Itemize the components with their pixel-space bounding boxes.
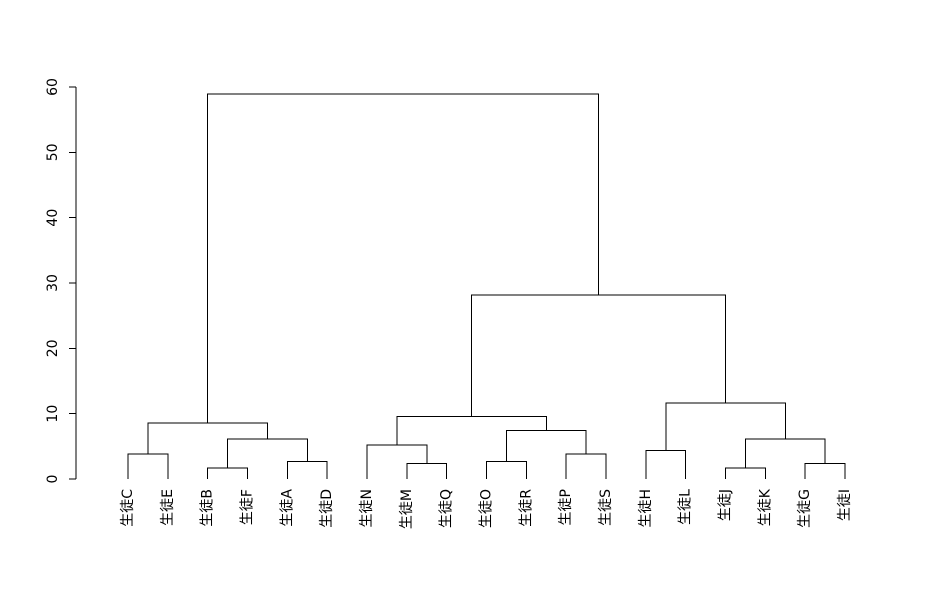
y-tick-label: 20: [45, 339, 61, 357]
leaf-label: 生徒M: [399, 489, 415, 529]
leaf-label: 生徒R: [518, 489, 534, 527]
leaf-label: 生徒O: [479, 489, 495, 528]
leaf-label: 生徒L: [678, 489, 694, 525]
leaf-label: 生徒E: [160, 489, 176, 526]
dendrogram-branch: [286, 460, 328, 479]
leaf-labels: 生徒C 生徒E 生徒B 生徒F 生徒A 生徒D 生徒N 生徒M 生徒Q 生徒O 生徒R 生徒P 生徒S 生…: [120, 488, 853, 529]
leaf-label: 生徒G: [797, 489, 813, 528]
leaf-label: 生徒Q: [439, 489, 455, 528]
leaf-label: 生徒H: [638, 489, 654, 528]
dendrogram-branch: [565, 453, 607, 479]
leaf-label: 生徒B: [200, 489, 216, 527]
leaf-label: 生徒J: [718, 489, 734, 521]
leaf-label: 生徒S: [598, 489, 614, 526]
leaf-label: 生徒F: [240, 489, 256, 525]
y-axis: 0 10 20 30 40 50 60: [45, 78, 77, 484]
dendrogram-branch: [127, 453, 169, 479]
dendrogram-branch: [486, 460, 527, 479]
leaf-label: 生徒I: [837, 489, 853, 521]
leaf-label: 生徒C: [120, 489, 136, 527]
y-tick-label: 30: [45, 274, 61, 292]
dendrogram-branches: [127, 93, 846, 479]
dendrogram-branch: [505, 430, 587, 462]
leaf-label: 生徒K: [757, 488, 773, 526]
y-tick-label: 60: [45, 78, 61, 96]
leaf-label: 生徒N: [359, 489, 375, 527]
dendrogram-branch: [147, 422, 268, 455]
dendrogram-branch: [804, 462, 846, 479]
y-tick-label: 50: [45, 143, 61, 161]
dendrogram-branch: [665, 402, 786, 451]
dendrogram-branch: [207, 93, 600, 423]
leaf-label: 生徒A: [279, 489, 295, 527]
leaf-label: 生徒D: [319, 489, 335, 528]
dendrogram-branch: [406, 462, 448, 479]
y-tick-label: 0: [45, 475, 61, 484]
y-tick-label: 10: [45, 405, 61, 423]
dendrogram-branch: [744, 438, 826, 468]
dendrogram-branch: [645, 449, 687, 479]
dendrogram-branch: [366, 444, 428, 479]
dendrogram-branch: [227, 438, 308, 468]
dendrogram-branch: [725, 467, 766, 479]
y-tick-label: 40: [45, 209, 61, 227]
leaf-label: 生徒P: [558, 489, 574, 525]
dendrogram-branch: [471, 294, 726, 417]
dendrogram-branch: [207, 467, 248, 479]
